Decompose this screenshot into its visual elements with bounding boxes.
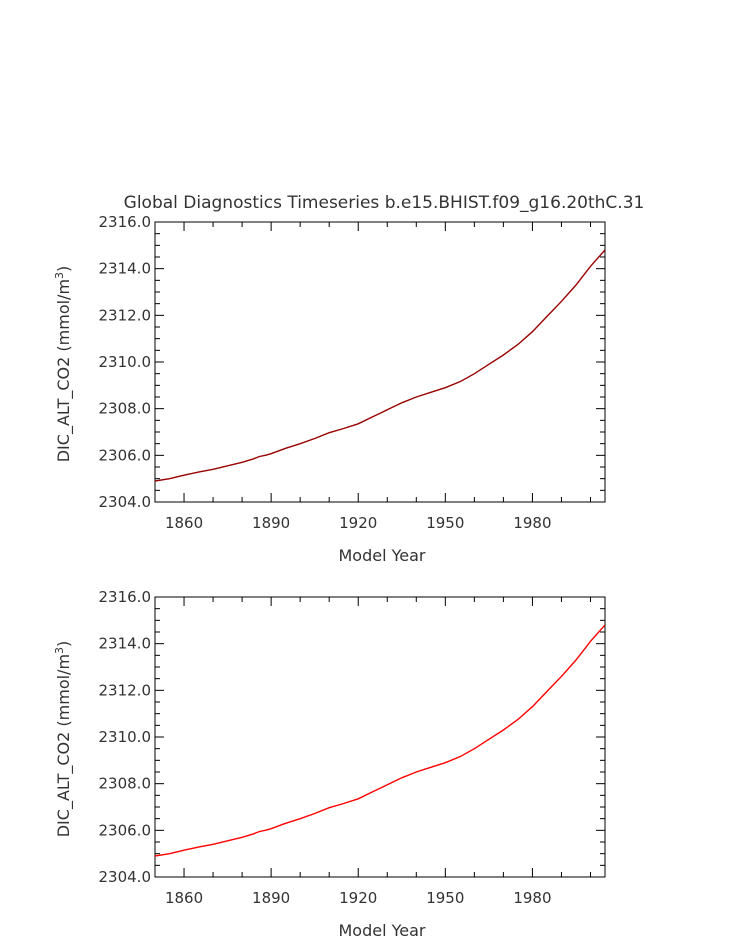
y-axis-label: DIC_ALT_CO2 (mmol/m3) <box>53 266 75 463</box>
y-axis-label: DIC_ALT_CO2 (mmol/m3) <box>53 641 75 838</box>
x-tick-label: 1860 <box>165 889 203 907</box>
y-tick-label: 2304.0 <box>99 493 152 511</box>
y-tick-label: 2310.0 <box>99 728 152 746</box>
plot-frame <box>154 596 606 878</box>
x-axis-label: Model Year <box>339 921 426 940</box>
y-axis-label-main: DIC_ALT_CO2 (mmol/m <box>54 654 74 837</box>
chart-panel-2: 2304.0 2306.0 2308.0 2310.0 2312.0 2314.0 2316… <box>53 588 606 940</box>
plot-frame <box>154 221 606 503</box>
x-tick-label: 1920 <box>339 889 377 907</box>
x-tick-label: 1890 <box>252 889 290 907</box>
x-tick-label: 1980 <box>513 514 551 532</box>
x-axis-label: Model Year <box>339 546 426 565</box>
y-tick-label: 2308.0 <box>99 775 152 793</box>
y-tick-label: 2308.0 <box>99 400 152 418</box>
y-tick-label: 2312.0 <box>99 681 152 699</box>
x-tick-label: 1950 <box>426 889 464 907</box>
x-tick-label: 1980 <box>513 889 551 907</box>
figure-title: Global Diagnostics Timeseries b.e15.BHIS… <box>124 193 645 213</box>
series-line <box>155 249 605 482</box>
y-tick-label: 2316.0 <box>99 588 152 606</box>
x-tick-label: 1860 <box>165 514 203 532</box>
y-axis-label-close: ) <box>54 641 73 647</box>
y-tick-label: 2314.0 <box>99 260 152 278</box>
y-tick-label: 2316.0 <box>99 213 152 231</box>
y-tick-label: 2306.0 <box>99 446 152 464</box>
x-tick-label: 1920 <box>339 514 377 532</box>
chart-panel-1: 2304.0 2306.0 2308.0 2310.0 2312.0 2314.0 2316… <box>53 213 606 565</box>
y-axis-label-close: ) <box>54 266 73 272</box>
y-tick-label: 2304.0 <box>99 868 152 886</box>
y-tick-label: 2312.0 <box>99 306 152 324</box>
series-line <box>155 624 605 857</box>
y-tick-label: 2310.0 <box>99 353 152 371</box>
y-axis-label-superscript: 3 <box>53 272 66 279</box>
y-tick-label: 2314.0 <box>99 635 152 653</box>
y-axis-label-main: DIC_ALT_CO2 (mmol/m <box>54 279 74 462</box>
x-tick-label: 1950 <box>426 514 464 532</box>
y-tick-label: 2306.0 <box>99 821 152 839</box>
y-axis-label-superscript: 3 <box>53 647 66 654</box>
x-tick-label: 1890 <box>252 514 290 532</box>
